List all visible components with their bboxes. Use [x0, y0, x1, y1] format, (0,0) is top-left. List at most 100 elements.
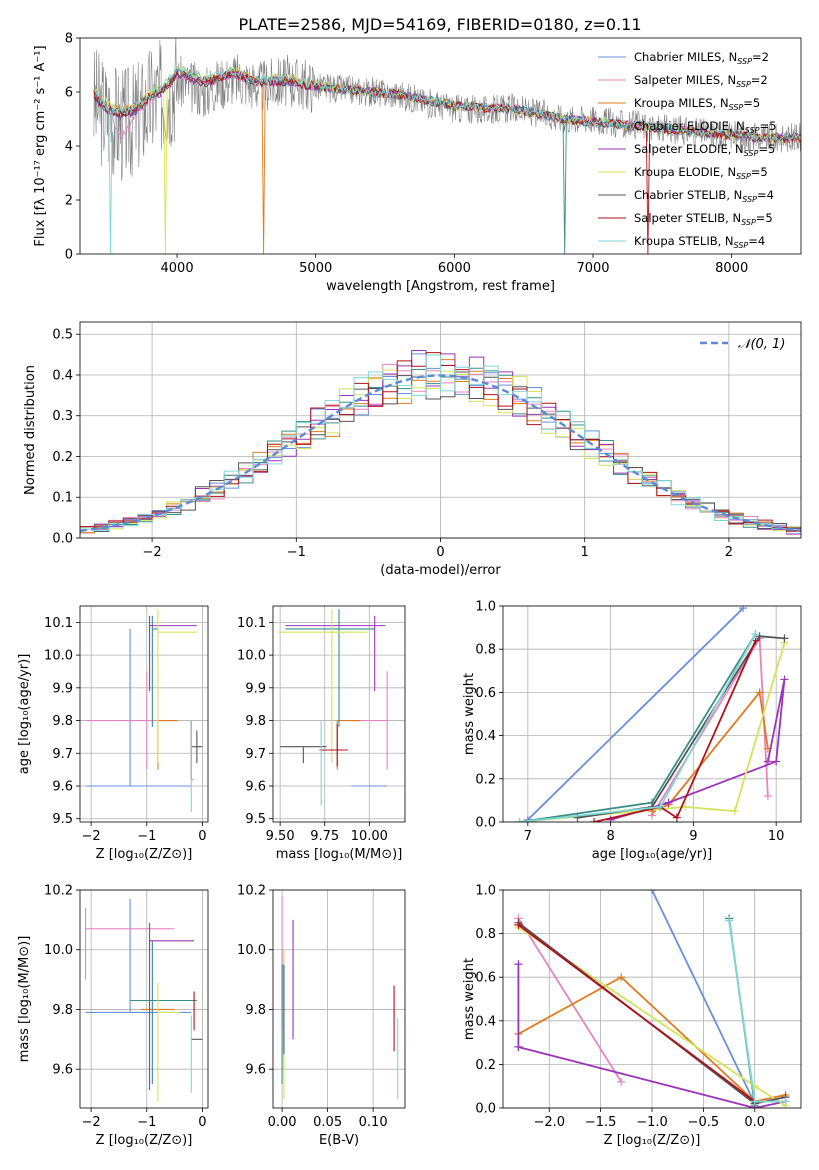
y-tick-label: 9.8 — [245, 1003, 266, 1018]
weight-line — [517, 917, 622, 1083]
y-tick-label: 10.0 — [44, 943, 73, 958]
axes-frame — [79, 37, 802, 255]
y-tick-label: 9.8 — [52, 1003, 73, 1018]
legend-label: Salpeter MILES, NSSP=2 — [634, 73, 768, 89]
weight-marker — [751, 630, 760, 639]
x-tick-label: 10.00 — [351, 829, 388, 844]
weight-line — [651, 890, 756, 1104]
y-tick-label: 0 — [65, 248, 73, 263]
y-tick-label: 0.3 — [52, 409, 73, 424]
weight-marker — [672, 813, 681, 822]
x-tick-label: 9 — [689, 829, 697, 844]
legend-label: Salpeter STELIB, NSSP=5 — [634, 211, 773, 227]
x-tick-label: 8 — [606, 829, 614, 844]
legend-label: Kroupa MILES, NSSP=5 — [634, 96, 760, 112]
y-tick-label: 0.0 — [475, 1102, 496, 1117]
x-tick-label: −1.5 — [585, 1115, 617, 1130]
y-tick-label: 4 — [65, 140, 73, 155]
x-tick-label: 7000 — [576, 261, 609, 276]
weight-marker — [617, 1077, 626, 1086]
normal-reference-curve — [80, 374, 801, 533]
weight-marker — [664, 798, 673, 807]
y-tick-label: 10.0 — [237, 649, 266, 664]
axes-weight_vs_age: 7 8 9 10 0.0 0.2 0.4 0.6 0.8 1.0 age [log₁₀(age/yr… — [462, 600, 802, 862]
weight-marker — [648, 890, 656, 894]
y-tick-label: 10.2 — [44, 884, 73, 899]
weight-marker — [725, 916, 734, 925]
axes-frame — [502, 889, 802, 1109]
y-tick-label: 9.8 — [52, 714, 73, 729]
x-tick-label: 2 — [725, 545, 733, 560]
weight-marker — [617, 973, 626, 982]
y-tick-label: 0.6 — [475, 686, 496, 701]
x-tick-label: 4000 — [161, 261, 194, 276]
weight-marker — [772, 757, 781, 766]
y-tick-label: 0.5 — [52, 328, 73, 343]
weight-marker — [755, 688, 764, 697]
weight-marker — [739, 606, 748, 613]
axes-mass_vs_Z: −2 −1 0 9.6 9.8 10.0 10.2 Z [log₁₀(Z/Z⊙)] mass [… — [17, 884, 209, 1148]
x-tick-label: −1.0 — [636, 1115, 668, 1130]
x-tick-label: −1 — [287, 545, 306, 560]
legend-label: Salpeter ELODIE, NSSP=5 — [634, 142, 775, 158]
plot-area — [85, 898, 203, 1103]
axes-frame — [502, 605, 802, 823]
legend: Chabrier MILES, NSSP=2 Salpeter MILES, NS… — [598, 50, 776, 250]
axes-residuals: −2 −1 0 1 2 0.0 0.1 0.2 0.3 0.4 0.5 (data-model)/er… — [23, 321, 802, 578]
plot-area — [514, 890, 790, 1108]
y-tick-label: 8 — [65, 32, 73, 47]
weight-marker — [514, 960, 523, 969]
axis-label: wavelength [Angstrom, rest frame] — [326, 279, 555, 294]
model-spectrum-line — [93, 64, 801, 254]
y-tick-label: 9.9 — [52, 681, 73, 696]
y-tick-label: 9.6 — [245, 780, 266, 795]
weight-marker — [755, 632, 764, 641]
y-tick-label: 6 — [65, 86, 73, 101]
y-tick-label: 0.4 — [52, 368, 73, 383]
y-tick-label: 9.8 — [245, 714, 266, 729]
y-tick-label: 9.7 — [245, 747, 266, 762]
weight-marker — [730, 807, 739, 816]
weight-marker — [780, 675, 789, 684]
plot-area — [85, 609, 203, 813]
x-tick-label: −1 — [137, 1115, 156, 1130]
y-tick-label: 9.6 — [245, 1063, 266, 1078]
x-tick-label: 6000 — [438, 261, 471, 276]
y-tick-label: 9.7 — [52, 747, 73, 762]
y-tick-label: 0.0 — [475, 816, 496, 831]
weight-line — [527, 607, 744, 821]
x-tick-label: −0.5 — [688, 1115, 720, 1130]
y-tick-label: 0.0 — [52, 532, 73, 547]
y-tick-label: 9.6 — [52, 780, 73, 795]
y-tick-label: 9.5 — [52, 812, 73, 827]
axes-frame — [79, 321, 802, 539]
weight-marker — [515, 818, 524, 822]
axes-mass_vs_EBV: 0.00 0.05 0.10 9.6 9.8 10.0 10.2 E(B-V) — [237, 884, 406, 1148]
x-tick-label: 1 — [581, 545, 589, 560]
weight-marker — [763, 757, 772, 766]
weight-marker — [514, 1042, 523, 1051]
legend-label: Kroupa ELODIE, NSSP=5 — [634, 165, 768, 181]
axis-label: mass [log₁₀(M/M⊙)] — [17, 936, 32, 1063]
legend-label: Kroupa STELIB, NSSP=4 — [634, 234, 765, 250]
y-tick-label: 0.4 — [475, 729, 496, 744]
y-tick-label: 2 — [65, 194, 73, 209]
x-tick-label: 9.75 — [310, 829, 339, 844]
axes-frame — [272, 605, 406, 823]
plot-area — [93, 38, 801, 254]
weight-marker — [763, 792, 772, 801]
gridlines — [80, 889, 208, 1108]
weight-line — [517, 964, 786, 1108]
y-tick-label: 0.2 — [475, 772, 496, 787]
x-tick-label: 10 — [768, 829, 785, 844]
model-spectrum-line — [93, 69, 801, 143]
x-tick-label: 0 — [198, 829, 206, 844]
y-tick-label: 0.8 — [475, 927, 496, 942]
weight-marker — [514, 920, 523, 929]
plot-area — [278, 609, 388, 806]
legend-label: Chabrier ELODIE, NSSP=5 — [634, 119, 776, 135]
axes-weight_vs_Z: −2.0 −1.5 −1.0 −0.5 0.0 0.0 0.2 0.4 0.6 0.8 1.0 Z [… — [462, 884, 802, 1148]
axis-label: age [log₁₀(age/yr)] — [17, 654, 32, 775]
x-tick-label: 8000 — [715, 261, 748, 276]
